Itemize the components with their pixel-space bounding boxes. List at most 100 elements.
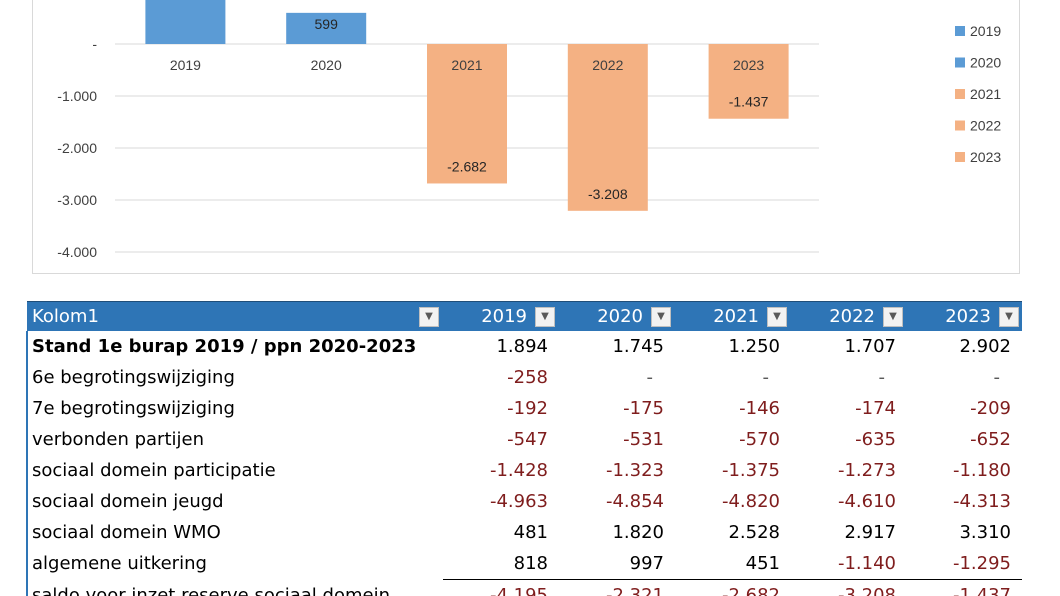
legend-label: 2022 — [970, 118, 1001, 134]
column-header-2023: 2023 ▼ — [907, 301, 1022, 331]
y-tick-label: -2.000 — [57, 140, 97, 156]
cell-value[interactable]: -635 — [855, 429, 896, 450]
table-row: 6e begrotingswijziging -258- - - - — [26, 362, 1022, 393]
cell-value[interactable]: - — [907, 362, 1022, 393]
cell-value[interactable]: -570 — [739, 429, 780, 450]
cell-value[interactable]: -1.428 — [489, 460, 548, 481]
cell-value[interactable]: - — [878, 367, 886, 388]
row-label[interactable]: saldo voor inzet reserve sociaal domein — [26, 579, 443, 596]
cell-value[interactable]: -547 — [507, 429, 548, 450]
bar-chart: - -1.000 -2.000 -3.000 -4.000 2019 2020 599 2021… — [57, 0, 1001, 260]
cell-value[interactable]: -1.273 — [837, 460, 896, 481]
table-row: 7e begrotingswijziging -192 -175 -146 -174 -2… — [26, 393, 1022, 424]
legend-label: 2021 — [970, 86, 1001, 102]
cell-value[interactable]: -4.610 — [837, 491, 896, 512]
cell-value[interactable]: -652 — [907, 424, 1022, 455]
table-header-row: Kolom1 ▼ 2019 ▼ 2020 ▼ 2021 ▼ 2022 ▼ 2023 ▼ — [27, 301, 1022, 331]
cell-value[interactable]: -4.313 — [907, 486, 1022, 517]
row-label[interactable]: Stand 1e burap 2019 / ppn 2020-2023 — [26, 331, 443, 362]
row-label[interactable]: algemene uitkering — [26, 548, 443, 580]
cell-value[interactable]: 818 — [513, 553, 548, 574]
cell-value[interactable]: 481 — [513, 522, 548, 543]
y-tick-label: -1.000 — [57, 88, 97, 104]
filter-dropdown-icon[interactable]: ▼ — [767, 306, 787, 327]
cell-value[interactable]: -174 — [855, 398, 896, 419]
legend-swatch — [955, 57, 965, 68]
legend-swatch — [955, 152, 965, 162]
row-label[interactable]: sociaal domein WMO — [26, 517, 443, 548]
x-tick-label: 2019 — [170, 57, 201, 73]
filter-dropdown-icon[interactable]: ▼ — [883, 306, 903, 327]
cell-value[interactable]: 2.902 — [907, 331, 1022, 362]
cell-value[interactable]: 3.310 — [907, 517, 1022, 548]
cell-value[interactable]: 1.250 — [728, 336, 780, 357]
cell-value[interactable]: 451 — [745, 553, 780, 574]
cell-value[interactable]: -1.375 — [721, 460, 780, 481]
cell-value[interactable]: -209 — [907, 393, 1022, 424]
column-header-label: 2023 — [945, 306, 991, 327]
column-header-label: Kolom1 — [32, 306, 99, 327]
filter-dropdown-icon[interactable]: ▼ — [651, 306, 671, 327]
x-tick-label: 2020 — [311, 57, 342, 73]
cell-value[interactable]: -1.295 — [907, 548, 1022, 580]
column-header-label: 2019 — [481, 306, 527, 327]
cell-value[interactable]: -4.195 — [443, 579, 559, 596]
bar — [708, 44, 789, 119]
cell-value[interactable]: 997 — [629, 553, 664, 574]
column-header-label: 2021 — [713, 306, 759, 327]
row-label[interactable]: sociaal domein participatie — [26, 455, 443, 486]
cell-value[interactable]: -4.854 — [605, 491, 664, 512]
filter-dropdown-icon[interactable]: ▼ — [535, 306, 555, 327]
cell-value[interactable]: - — [646, 367, 654, 388]
cell-value[interactable]: -175 — [623, 398, 664, 419]
cell-value[interactable]: -192 — [507, 398, 548, 419]
row-label[interactable]: 6e begrotingswijziging — [26, 362, 443, 393]
row-label[interactable]: 7e begrotingswijziging — [26, 393, 443, 424]
column-header-label: 2022 — [829, 306, 875, 327]
column-header-2022: 2022 ▼ — [791, 301, 907, 331]
data-label: -2.682 — [447, 158, 487, 174]
data-label: 599 — [315, 16, 339, 32]
cell-value[interactable]: - — [762, 367, 770, 388]
cell-value[interactable]: -531 — [623, 429, 664, 450]
legend-swatch — [955, 89, 965, 99]
y-tick-label: - — [92, 36, 97, 52]
filter-dropdown-icon[interactable]: ▼ — [419, 306, 439, 327]
cell-value[interactable]: 2.528 — [728, 522, 780, 543]
cell-value[interactable]: -2.682 — [675, 579, 791, 596]
row-label[interactable]: sociaal domein jeugd — [26, 486, 443, 517]
x-tick-label: 2021 — [451, 57, 482, 73]
cell-value[interactable]: 1.820 — [612, 522, 664, 543]
legend-label: 2019 — [970, 23, 1001, 39]
cell-value[interactable]: 1.707 — [844, 336, 896, 357]
legend-swatch — [955, 120, 965, 131]
cell-value[interactable]: -2.321 — [559, 579, 675, 596]
legend-label: 2023 — [970, 149, 1001, 165]
cell-value[interactable]: 1.745 — [612, 336, 664, 357]
bar — [427, 44, 507, 184]
chart-area: - -1.000 -2.000 -3.000 -4.000 2019 2020 599 2021… — [32, 0, 1020, 274]
bar — [145, 0, 226, 44]
row-label[interactable]: verbonden partijen — [26, 424, 443, 455]
cell-value[interactable]: -4.820 — [721, 491, 780, 512]
x-tick-label: 2023 — [733, 57, 764, 73]
cell-value[interactable]: -1.140 — [837, 553, 896, 574]
bar — [567, 44, 648, 211]
cell-value[interactable]: -146 — [739, 398, 780, 419]
cell-value[interactable]: -1.437 — [907, 579, 1022, 596]
cell-value[interactable]: -4.963 — [489, 491, 548, 512]
cell-value[interactable]: -1.180 — [907, 455, 1022, 486]
column-header-2019: 2019 ▼ — [443, 301, 559, 331]
data-label: -3.208 — [588, 186, 628, 202]
cell-value[interactable]: -258 — [507, 367, 548, 388]
bar — [286, 12, 367, 44]
y-tick-label: -4.000 — [57, 244, 97, 260]
table-row: Stand 1e burap 2019 / ppn 2020-2023 1.894… — [26, 331, 1022, 362]
filter-dropdown-icon[interactable]: ▼ — [999, 306, 1019, 327]
table-body: Stand 1e burap 2019 / ppn 2020-2023 1.894… — [26, 331, 1022, 596]
cell-value[interactable]: -3.208 — [791, 579, 907, 596]
cell-value[interactable]: -1.323 — [605, 460, 664, 481]
legend-swatch — [955, 26, 965, 36]
cell-value[interactable]: 1.894 — [496, 336, 548, 357]
cell-value[interactable]: 2.917 — [844, 522, 896, 543]
